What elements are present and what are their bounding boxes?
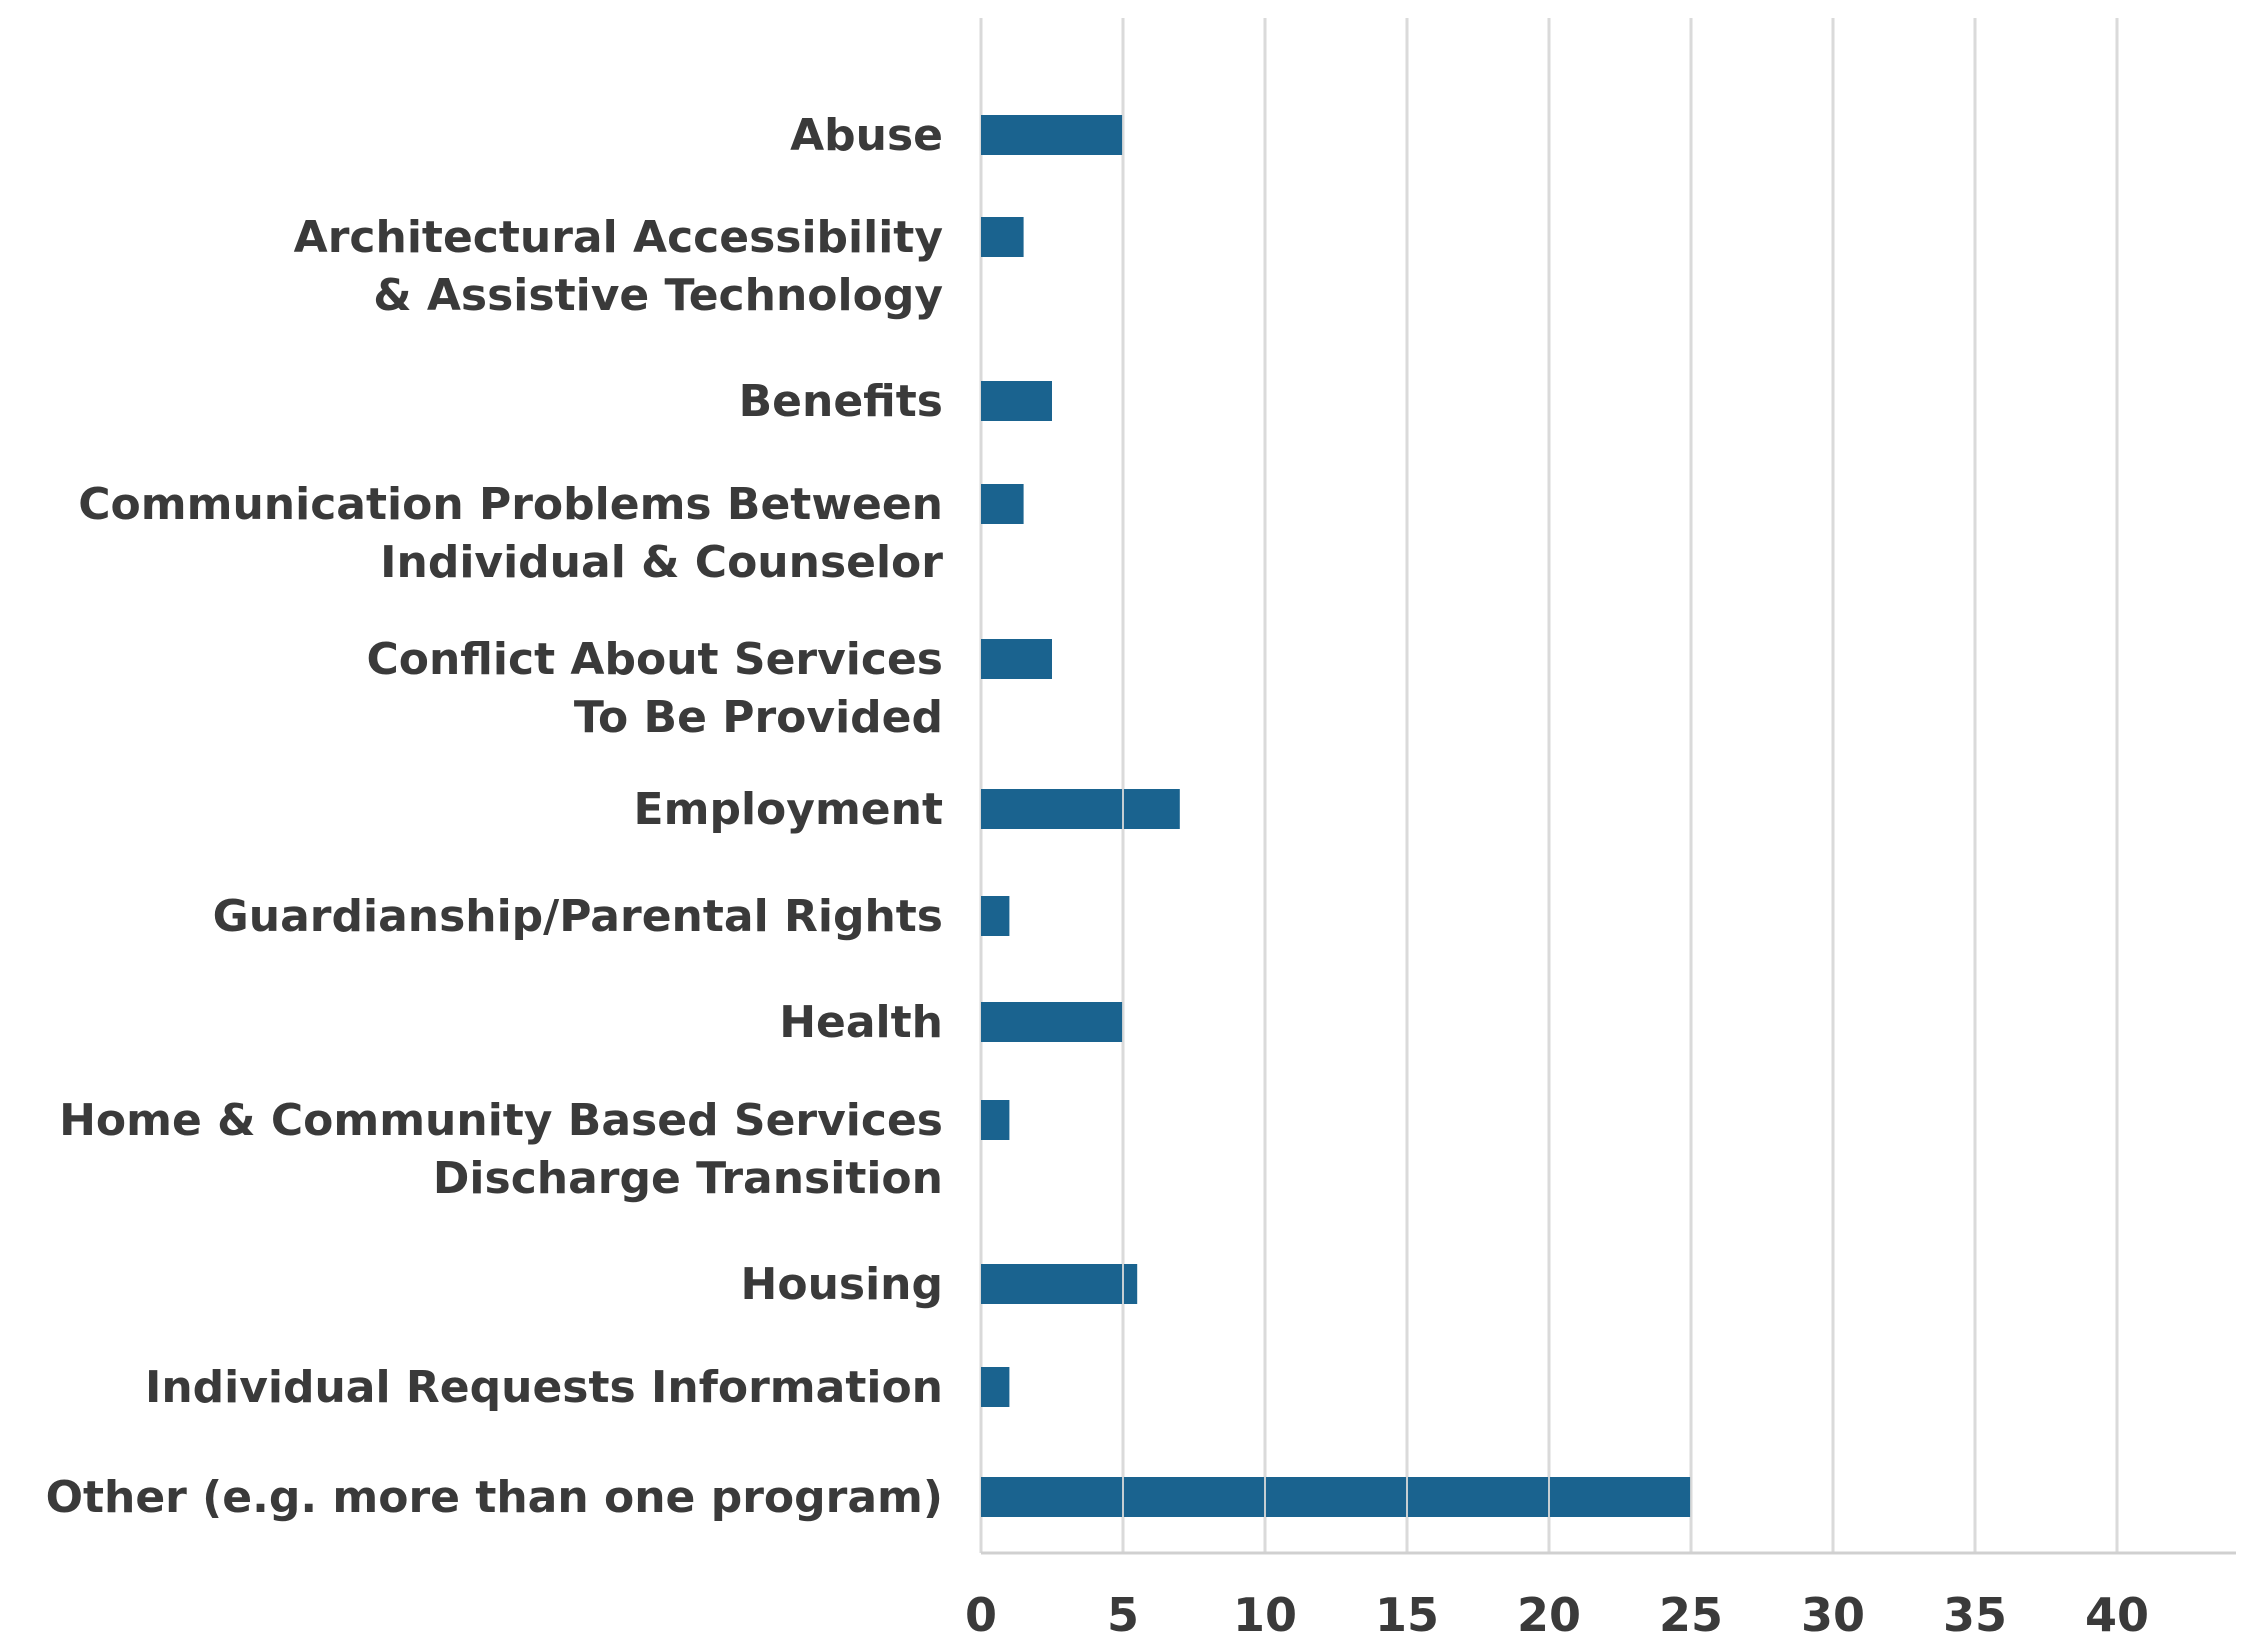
category-label: Housing <box>741 1259 943 1310</box>
category-labels: Abuse Architectural Accessibility & Assist… <box>46 110 944 1523</box>
bars <box>981 18 2118 1553</box>
x-tick-label: 35 <box>1943 1588 2007 1633</box>
category-label: Communication Problems Between <box>78 479 943 530</box>
bar <box>981 1264 1138 1304</box>
bar <box>981 381 1052 421</box>
category-label: Home & Community Based Services <box>59 1095 943 1146</box>
category-label: Individual & Counselor <box>380 537 943 588</box>
category-label: Abuse <box>790 110 943 161</box>
bar <box>981 217 1024 257</box>
category-label: Other (e.g. more than one program) <box>46 1472 943 1523</box>
x-axis: 0 5 10 15 20 25 30 35 40 <box>965 1551 2236 1633</box>
category-label: Individual Requests Information <box>145 1362 943 1413</box>
x-tick-label: 10 <box>1233 1588 1297 1633</box>
bar <box>981 1367 1010 1407</box>
bar <box>981 1002 1123 1042</box>
category-label: Benefits <box>739 376 943 427</box>
category-label: Architectural Accessibility <box>294 212 943 263</box>
category-label: Employment <box>634 784 943 835</box>
x-tick-label: 15 <box>1375 1588 1439 1633</box>
x-tick-label: 25 <box>1659 1588 1723 1633</box>
x-tick-label: 30 <box>1801 1588 1865 1633</box>
x-tick-label: 0 <box>965 1588 997 1633</box>
x-tick-label: 20 <box>1517 1588 1581 1633</box>
category-label: Health <box>779 997 943 1048</box>
bar <box>981 639 1052 679</box>
category-label: Conflict About Services <box>366 634 943 685</box>
category-label: To Be Provided <box>574 692 943 743</box>
bar <box>981 896 1010 936</box>
bar <box>981 484 1024 524</box>
x-tick-label: 40 <box>2085 1588 2149 1633</box>
category-label: Guardianship/Parental Rights <box>213 891 943 942</box>
bar <box>981 1100 1010 1140</box>
category-label: & Assistive Technology <box>373 270 943 321</box>
category-label: Discharge Transition <box>433 1153 943 1204</box>
bar <box>981 789 1180 829</box>
bar <box>981 1477 1691 1517</box>
x-tick-label: 5 <box>1107 1588 1139 1633</box>
bar <box>981 115 1123 155</box>
